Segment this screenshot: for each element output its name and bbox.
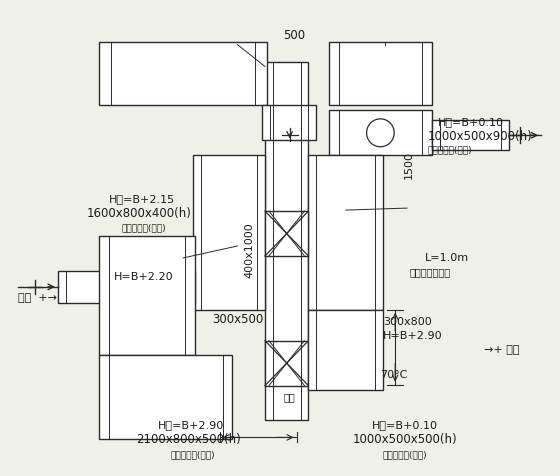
Bar <box>262 105 316 140</box>
Text: 1000x500x500(h): 1000x500x500(h) <box>353 433 458 446</box>
Bar <box>265 61 309 420</box>
Text: H底=B+0.10: H底=B+0.10 <box>437 118 503 128</box>
Text: L=1.0m: L=1.0m <box>425 253 469 263</box>
Bar <box>329 110 432 155</box>
Text: 新风  +→: 新风 +→ <box>18 293 58 303</box>
Bar <box>432 120 508 150</box>
Text: H底=B+0.10: H底=B+0.10 <box>372 420 438 430</box>
Text: H底=B+2.90: H底=B+2.90 <box>158 420 224 430</box>
Text: 消声静压箱(回风): 消声静压箱(回风) <box>428 146 472 155</box>
Text: 1000x500x900(h): 1000x500x900(h) <box>428 130 533 143</box>
Text: 300x800: 300x800 <box>384 317 432 327</box>
Text: 500: 500 <box>283 29 306 42</box>
Text: 300x500: 300x500 <box>212 313 263 326</box>
Text: 送风: 送风 <box>284 393 296 403</box>
Text: 1500: 1500 <box>404 151 414 179</box>
Text: H=B+2.90: H=B+2.90 <box>384 331 443 341</box>
Text: →+ 回风: →+ 回风 <box>484 345 520 355</box>
Bar <box>265 211 309 256</box>
Bar <box>58 271 195 303</box>
Text: H底=B+2.15: H底=B+2.15 <box>109 194 175 204</box>
Text: 消声静压箱(新风): 消声静压箱(新风) <box>122 224 166 233</box>
Bar <box>99 355 232 439</box>
Text: 消声静压箱(回风): 消声静压箱(回风) <box>382 450 427 459</box>
Bar <box>265 341 309 386</box>
Bar <box>99 236 195 355</box>
Bar <box>309 310 384 389</box>
Bar <box>99 41 267 105</box>
Text: 2100x800x500(h): 2100x800x500(h) <box>136 433 240 446</box>
Text: H=B+2.20: H=B+2.20 <box>114 272 174 282</box>
Text: 400x1000: 400x1000 <box>244 222 254 278</box>
Text: 阻抗复合消声器: 阻抗复合消声器 <box>410 267 451 277</box>
Bar <box>309 155 384 310</box>
Bar <box>329 41 432 105</box>
Text: 1600x800x400(h): 1600x800x400(h) <box>86 207 191 219</box>
Bar <box>193 155 265 310</box>
Text: 消声静压箱(送风): 消声静压箱(送风) <box>171 450 216 459</box>
Text: 70°C: 70°C <box>380 369 408 379</box>
